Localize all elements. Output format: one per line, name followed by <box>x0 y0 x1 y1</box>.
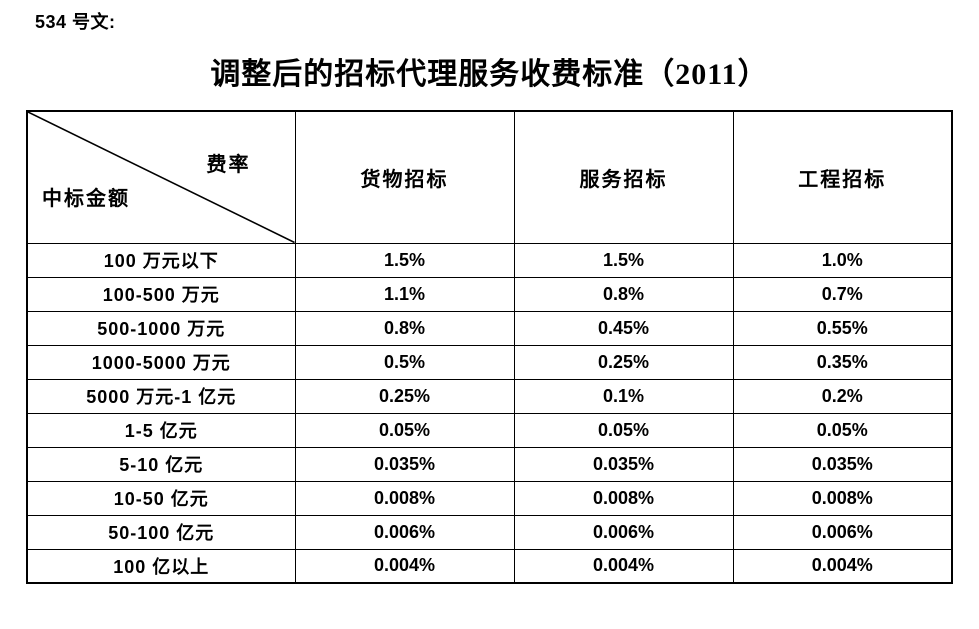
corner-label-rate: 费率 <box>206 154 251 176</box>
table-row: 1-5 亿元 0.05% 0.05% 0.05% <box>26 412 953 448</box>
corner-label-amount: 中标金额 <box>42 188 130 210</box>
row-label: 500-1000 万元 <box>26 310 296 346</box>
fee-cell: 1.5% <box>513 242 734 278</box>
table-row: 100 亿以上 0.004% 0.004% 0.004% <box>26 548 953 584</box>
row-label: 50-100 亿元 <box>26 514 296 550</box>
column-header-goods: 货物招标 <box>294 110 515 244</box>
fee-cell: 0.8% <box>513 276 734 312</box>
table-row: 500-1000 万元 0.8% 0.45% 0.55% <box>26 310 953 346</box>
table-row: 50-100 亿元 0.006% 0.006% 0.006% <box>26 514 953 550</box>
fee-cell: 0.8% <box>294 310 515 346</box>
table-row: 5000 万元-1 亿元 0.25% 0.1% 0.2% <box>26 378 953 414</box>
fee-cell: 0.035% <box>294 446 515 482</box>
column-header-works: 工程招标 <box>732 110 953 244</box>
fee-cell: 0.006% <box>294 514 515 550</box>
fee-cell: 0.35% <box>732 344 953 380</box>
fee-cell: 0.05% <box>513 412 734 448</box>
fee-cell: 1.1% <box>294 276 515 312</box>
fee-cell: 0.1% <box>513 378 734 414</box>
column-header-services: 服务招标 <box>513 110 734 244</box>
fee-cell: 0.006% <box>732 514 953 550</box>
fee-cell: 0.25% <box>513 344 734 380</box>
doc-number: 534 号文: <box>35 12 116 32</box>
table-row: 10-50 亿元 0.008% 0.008% 0.008% <box>26 480 953 516</box>
fee-cell: 0.004% <box>513 548 734 584</box>
corner-cell: 费率 中标金额 <box>26 110 296 244</box>
row-label: 5-10 亿元 <box>26 446 296 482</box>
fee-cell: 0.45% <box>513 310 734 346</box>
fee-cell: 0.5% <box>294 344 515 380</box>
fee-cell: 0.25% <box>294 378 515 414</box>
row-label: 1000-5000 万元 <box>26 344 296 380</box>
table-row: 100 万元以下 1.5% 1.5% 1.0% <box>26 242 953 278</box>
diagonal-divider-line <box>28 112 294 242</box>
fee-cell: 0.004% <box>732 548 953 584</box>
fee-cell: 0.035% <box>732 446 953 482</box>
fee-cell: 0.55% <box>732 310 953 346</box>
fee-cell: 0.7% <box>732 276 953 312</box>
header-row: 费率 中标金额 货物招标 服务招标 工程招标 <box>26 110 953 244</box>
row-label: 100-500 万元 <box>26 276 296 312</box>
fee-cell: 0.008% <box>732 480 953 516</box>
fee-cell: 0.004% <box>294 548 515 584</box>
fee-cell: 0.008% <box>513 480 734 516</box>
row-label: 10-50 亿元 <box>26 480 296 516</box>
fee-cell: 1.5% <box>294 242 515 278</box>
table-row: 100-500 万元 1.1% 0.8% 0.7% <box>26 276 953 312</box>
fee-cell: 0.006% <box>513 514 734 550</box>
table-row: 1000-5000 万元 0.5% 0.25% 0.35% <box>26 344 953 380</box>
row-label: 1-5 亿元 <box>26 412 296 448</box>
fee-cell: 0.05% <box>294 412 515 448</box>
fee-cell: 0.2% <box>732 378 953 414</box>
row-label: 5000 万元-1 亿元 <box>26 378 296 414</box>
fee-cell: 0.008% <box>294 480 515 516</box>
row-label: 100 亿以上 <box>26 548 296 584</box>
fee-table: 费率 中标金额 货物招标 服务招标 工程招标 100 万元以下 1.5% 1.5… <box>26 110 953 584</box>
page-title: 调整后的招标代理服务收费标准（2011） <box>210 58 769 91</box>
fee-cell: 0.035% <box>513 446 734 482</box>
row-label: 100 万元以下 <box>26 242 296 278</box>
fee-table-container: 费率 中标金额 货物招标 服务招标 工程招标 100 万元以下 1.5% 1.5… <box>26 110 953 584</box>
fee-cell: 0.05% <box>732 412 953 448</box>
table-row: 5-10 亿元 0.035% 0.035% 0.035% <box>26 446 953 482</box>
fee-cell: 1.0% <box>732 242 953 278</box>
